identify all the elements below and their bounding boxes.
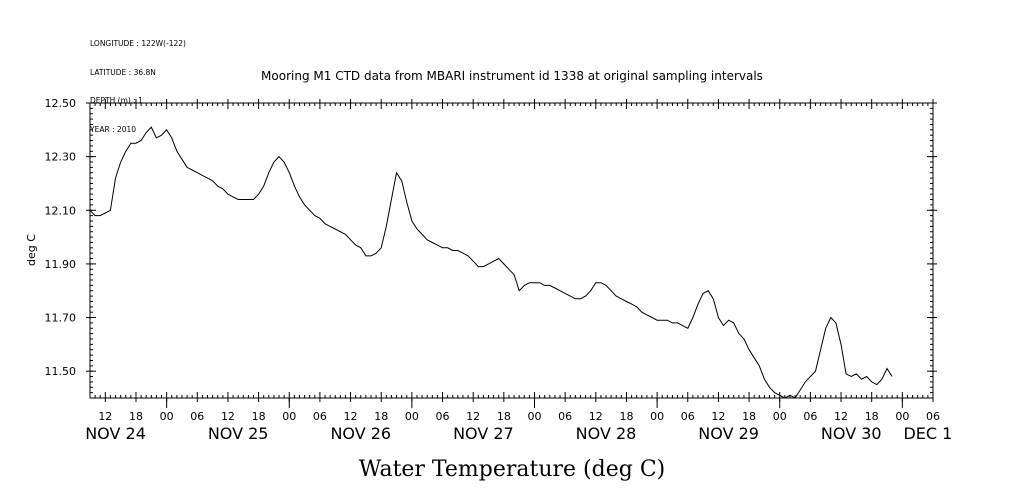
x-day-label: NOV 26	[330, 424, 391, 443]
x-tick-label: 18	[374, 410, 388, 423]
y-tick-label: 12.10	[45, 204, 77, 217]
y-tick-label: 11.50	[45, 365, 77, 378]
x-tick-label: 12	[466, 410, 480, 423]
x-tick-label: 12	[711, 410, 725, 423]
plot-frame	[89, 102, 934, 399]
x-tick-label: 12	[589, 410, 603, 423]
latitude-label: LATITUDE : 36.8N	[90, 67, 156, 77]
x-day-label: DEC 1	[903, 424, 952, 443]
x-tick-label: 18	[252, 410, 266, 423]
x-tick-label: 06	[681, 410, 695, 423]
metadata-block: LONGITUDE : 122W(-122) LATITUDE : 36.8N …	[90, 20, 186, 144]
x-tick-label: 18	[742, 410, 756, 423]
x-day-label: NOV 25	[208, 424, 269, 443]
x-day-label: NOV 27	[453, 424, 514, 443]
y-tick-label: 12.30	[45, 151, 77, 164]
y-tick-label: 12.50	[45, 97, 77, 110]
x-day-label: NOV 24	[85, 424, 146, 443]
x-tick-label: 00	[773, 410, 787, 423]
x-tick-label: 00	[895, 410, 909, 423]
x-tick-label: 12	[221, 410, 235, 423]
x-tick-label: 06	[926, 410, 940, 423]
x-day-label: NOV 28	[576, 424, 637, 443]
y-tick-label: 11.70	[45, 312, 77, 325]
x-axis-label: Water Temperature (deg C)	[359, 457, 666, 482]
water-temperature-line	[89, 126, 893, 399]
axis-ticks	[86, 99, 937, 408]
x-tick-label: 00	[527, 410, 541, 423]
longitude-label: LONGITUDE : 122W(-122)	[90, 39, 186, 48]
x-tick-label: 18	[619, 410, 633, 423]
x-tick-label: 18	[497, 410, 511, 423]
x-day-label: NOV 29	[698, 424, 759, 443]
x-tick-label: 06	[313, 410, 327, 423]
x-tick-label: 00	[282, 410, 296, 423]
x-tick-label: 06	[436, 410, 450, 423]
y-tick-label: 11.90	[45, 258, 77, 271]
x-tick-label: 06	[190, 410, 204, 423]
x-tick-label: 00	[405, 410, 419, 423]
x-tick-label: 12	[344, 410, 358, 423]
x-tick-label: 06	[803, 410, 817, 423]
x-tick-label: 12	[98, 410, 112, 423]
axis-tick-labels: 12 18 00 06 12 18 00 06 12 18 00 06 12 18 00 06 12 18 00 06…	[45, 97, 953, 443]
chart-title: Mooring M1 CTD data from MBARI instrumen…	[261, 69, 763, 83]
year-label: YEAR : 2010	[90, 124, 137, 134]
x-tick-label: 12	[834, 410, 848, 423]
y-axis-label: deg C	[25, 234, 38, 266]
x-tick-label: 00	[650, 410, 664, 423]
depth-label: DEPTH (m) : 1	[90, 96, 143, 105]
x-tick-label: 06	[558, 410, 572, 423]
x-tick-label: 18	[129, 410, 143, 423]
x-tick-label: 18	[865, 410, 879, 423]
x-tick-label: 00	[160, 410, 174, 423]
x-day-label: NOV 30	[821, 424, 882, 443]
